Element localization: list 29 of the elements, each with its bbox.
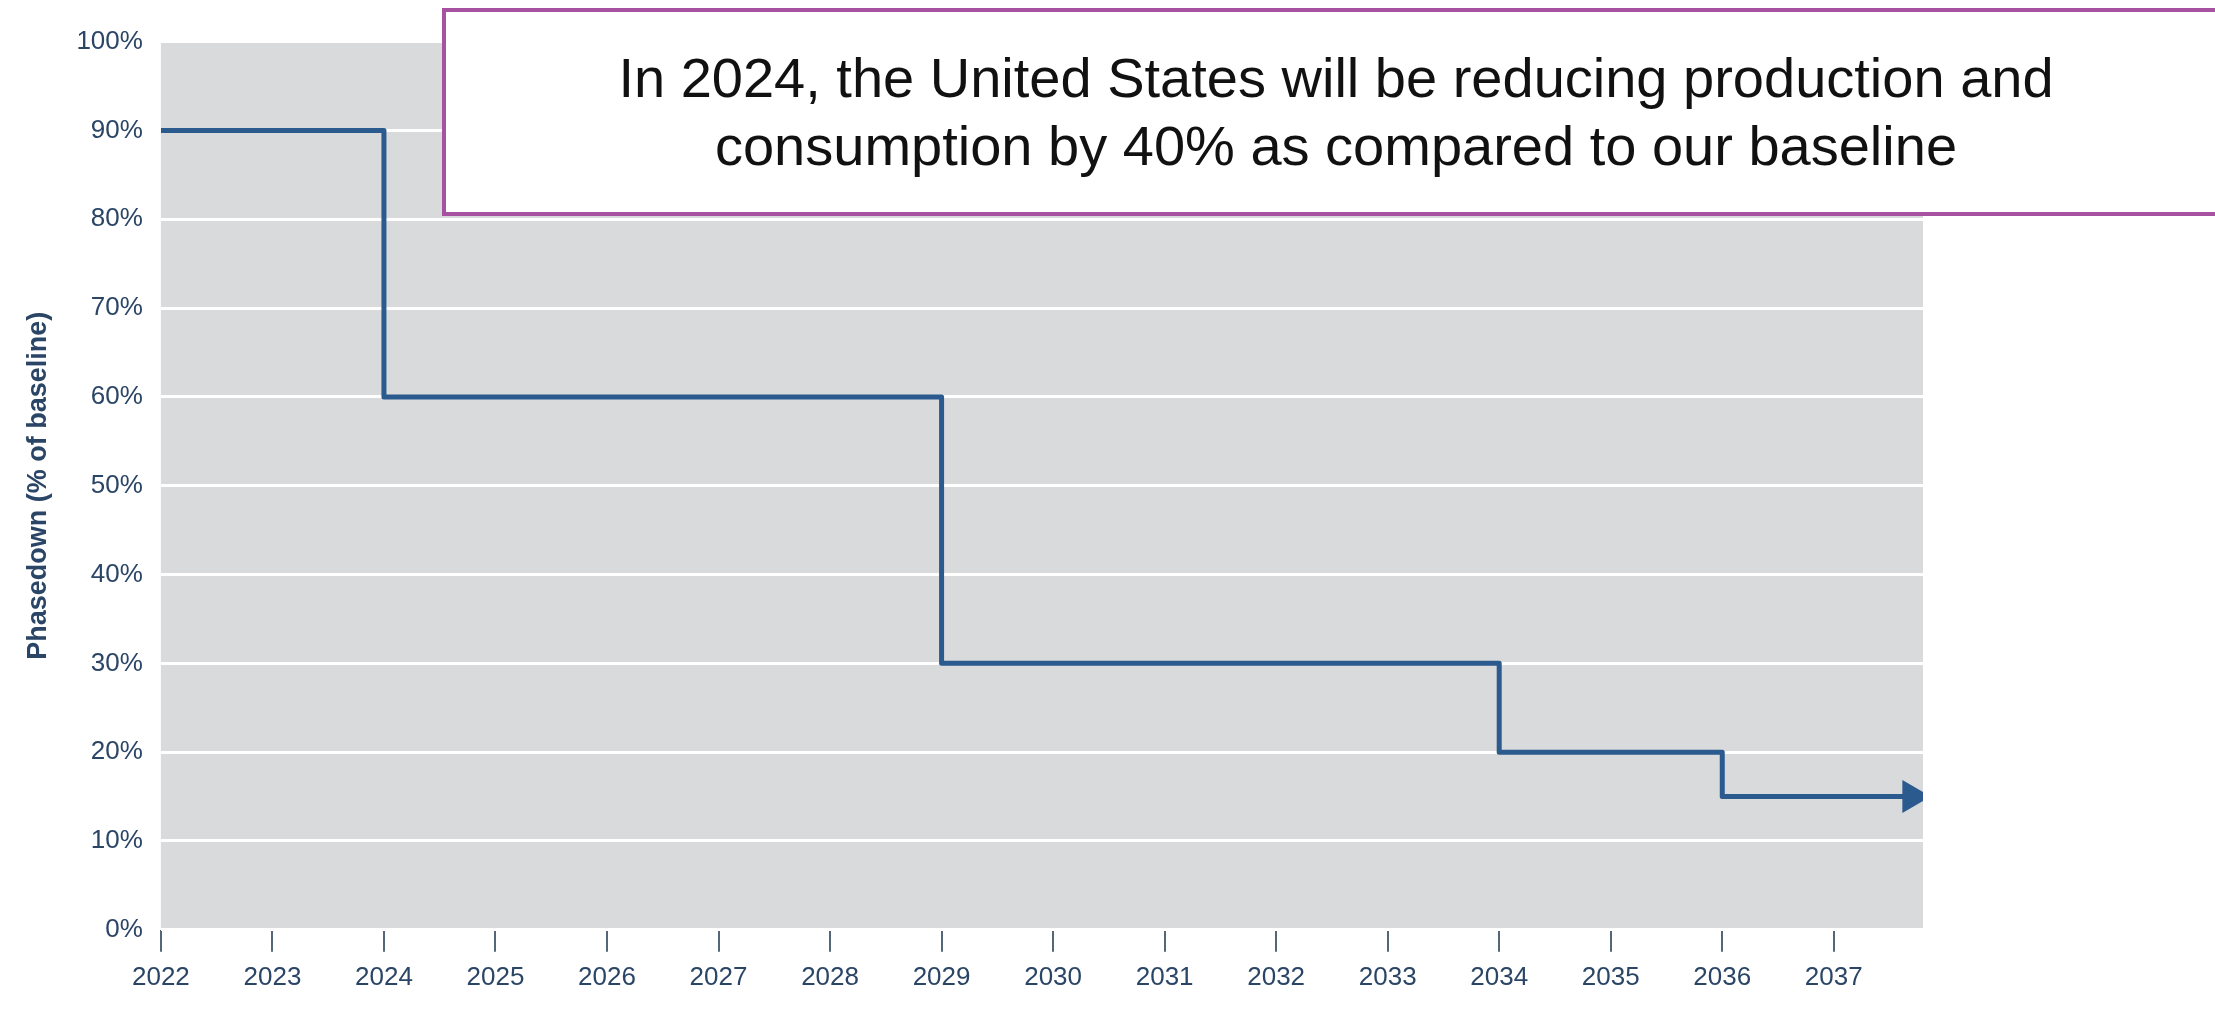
x-tick-label: 2025 (466, 960, 525, 991)
x-tick-label: 2028 (801, 960, 859, 991)
y-tick-label: 20% (90, 735, 143, 766)
x-tick-label: 2036 (1693, 960, 1752, 991)
x-tick-label: 2029 (912, 960, 971, 991)
note-box: In 2024, the United States will be reducing production and consumption by 40% as compared to our baseline (442, 8, 2215, 216)
y-tick-label: 80% (90, 202, 143, 233)
y-tick-label: 0% (105, 912, 143, 943)
y-tick-label: 30% (90, 646, 143, 677)
x-tick-label: 2034 (1470, 960, 1529, 991)
y-tick-label: 40% (90, 557, 143, 588)
y-tick-label: 10% (90, 824, 143, 855)
y-tick-label: 90% (90, 113, 143, 144)
y-tick-label: 50% (90, 468, 143, 499)
x-tick-label: 2027 (689, 960, 748, 991)
x-tick-label: 2032 (1247, 960, 1306, 991)
y-tick-label: 70% (90, 291, 143, 322)
x-tick-label: 2022 (131, 960, 190, 991)
x-tick-label: 2037 (1804, 960, 1863, 991)
y-tick-label: 60% (90, 380, 143, 411)
x-tick-label: 2026 (578, 960, 636, 991)
x-tick-label: 2024 (355, 960, 413, 991)
x-tick-label: 2023 (243, 960, 302, 991)
y-tick-label: 100% (76, 24, 143, 55)
y-axis-title: Phasedown (% of baseline) (21, 311, 52, 660)
x-tick-label: 2030 (1024, 960, 1083, 991)
x-tick-label: 2033 (1358, 960, 1417, 991)
x-tick-label: 2031 (1135, 960, 1194, 991)
x-tick-label: 2035 (1581, 960, 1640, 991)
